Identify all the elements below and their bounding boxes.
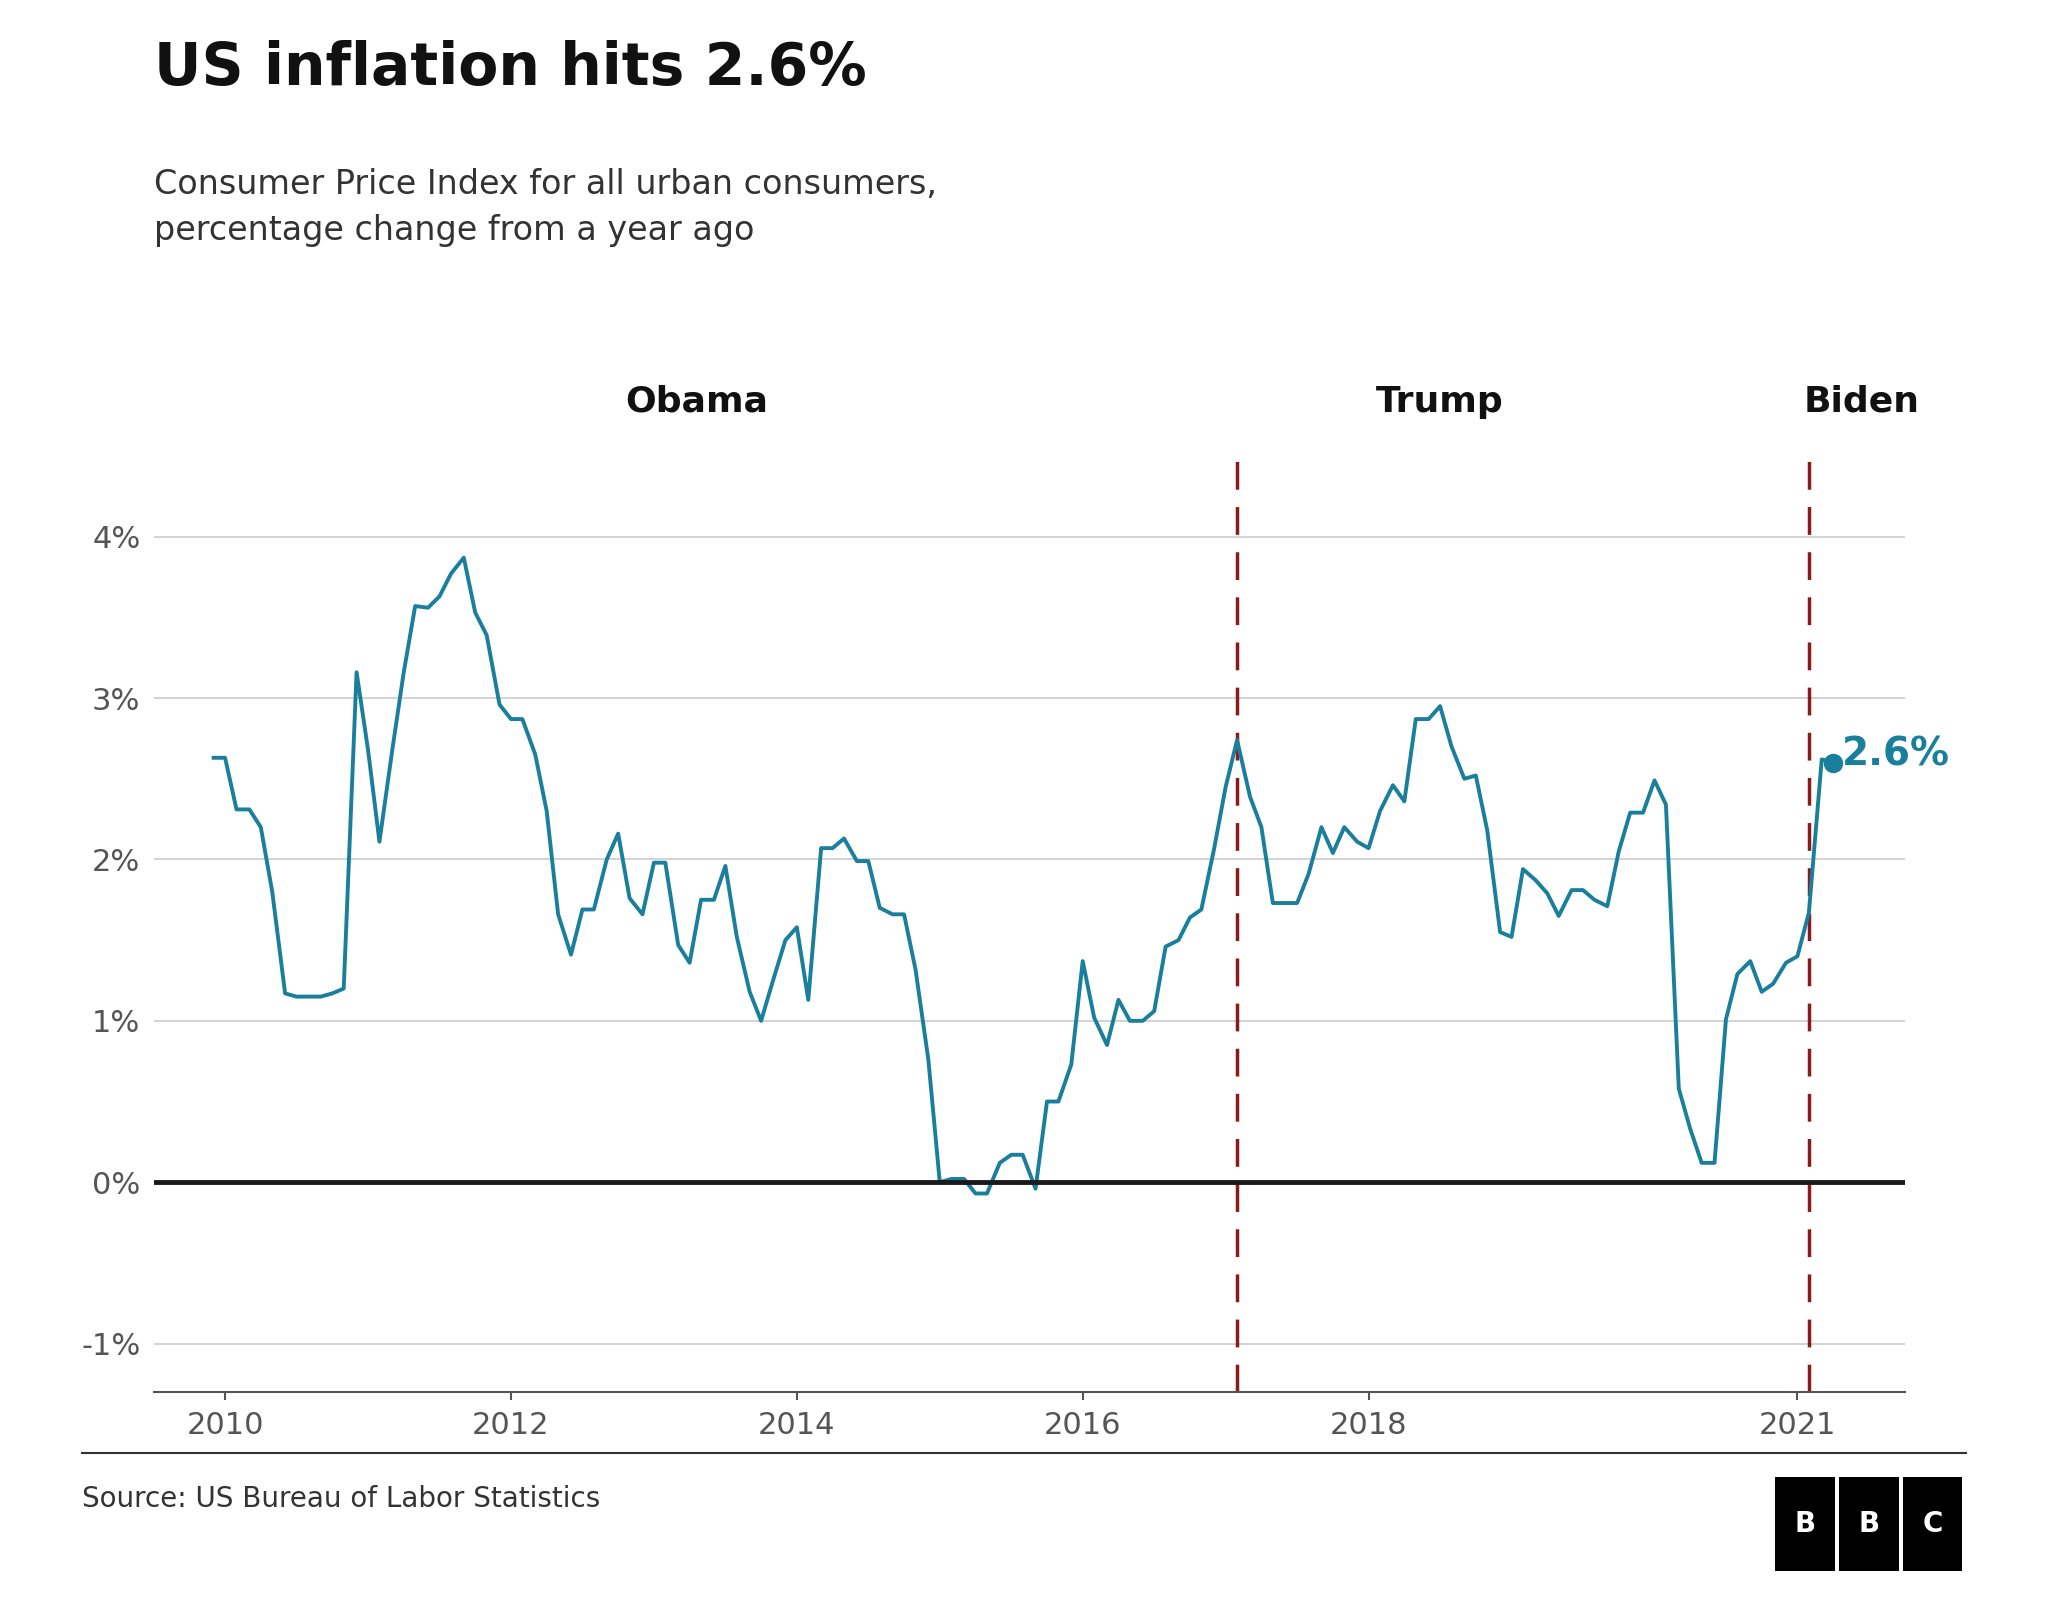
Text: C: C — [1923, 1510, 1944, 1538]
Text: Biden: Biden — [1804, 384, 1919, 419]
FancyBboxPatch shape — [1839, 1477, 1898, 1571]
Text: Source: US Bureau of Labor Statistics: Source: US Bureau of Labor Statistics — [82, 1485, 600, 1514]
Text: B: B — [1794, 1510, 1817, 1538]
Text: 2.6%: 2.6% — [1841, 736, 1950, 773]
Text: B: B — [1858, 1510, 1880, 1538]
FancyBboxPatch shape — [1903, 1477, 1962, 1571]
Text: Consumer Price Index for all urban consumers,
percentage change from a year ago: Consumer Price Index for all urban consu… — [154, 168, 936, 246]
FancyBboxPatch shape — [1776, 1477, 1835, 1571]
Text: Obama: Obama — [625, 384, 768, 419]
Text: US inflation hits 2.6%: US inflation hits 2.6% — [154, 40, 866, 98]
Text: Trump: Trump — [1376, 384, 1503, 419]
